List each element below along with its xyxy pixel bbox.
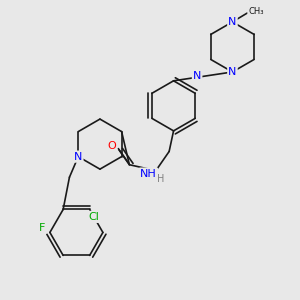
Text: O: O: [107, 141, 116, 151]
Text: N: N: [228, 17, 237, 27]
Text: N: N: [228, 67, 237, 77]
Text: F: F: [39, 223, 46, 233]
Text: Cl: Cl: [88, 212, 100, 222]
Text: N: N: [74, 152, 82, 162]
Text: H: H: [158, 174, 165, 184]
Text: CH₃: CH₃: [248, 7, 264, 16]
Text: N: N: [193, 71, 201, 81]
Text: NH: NH: [140, 169, 157, 178]
